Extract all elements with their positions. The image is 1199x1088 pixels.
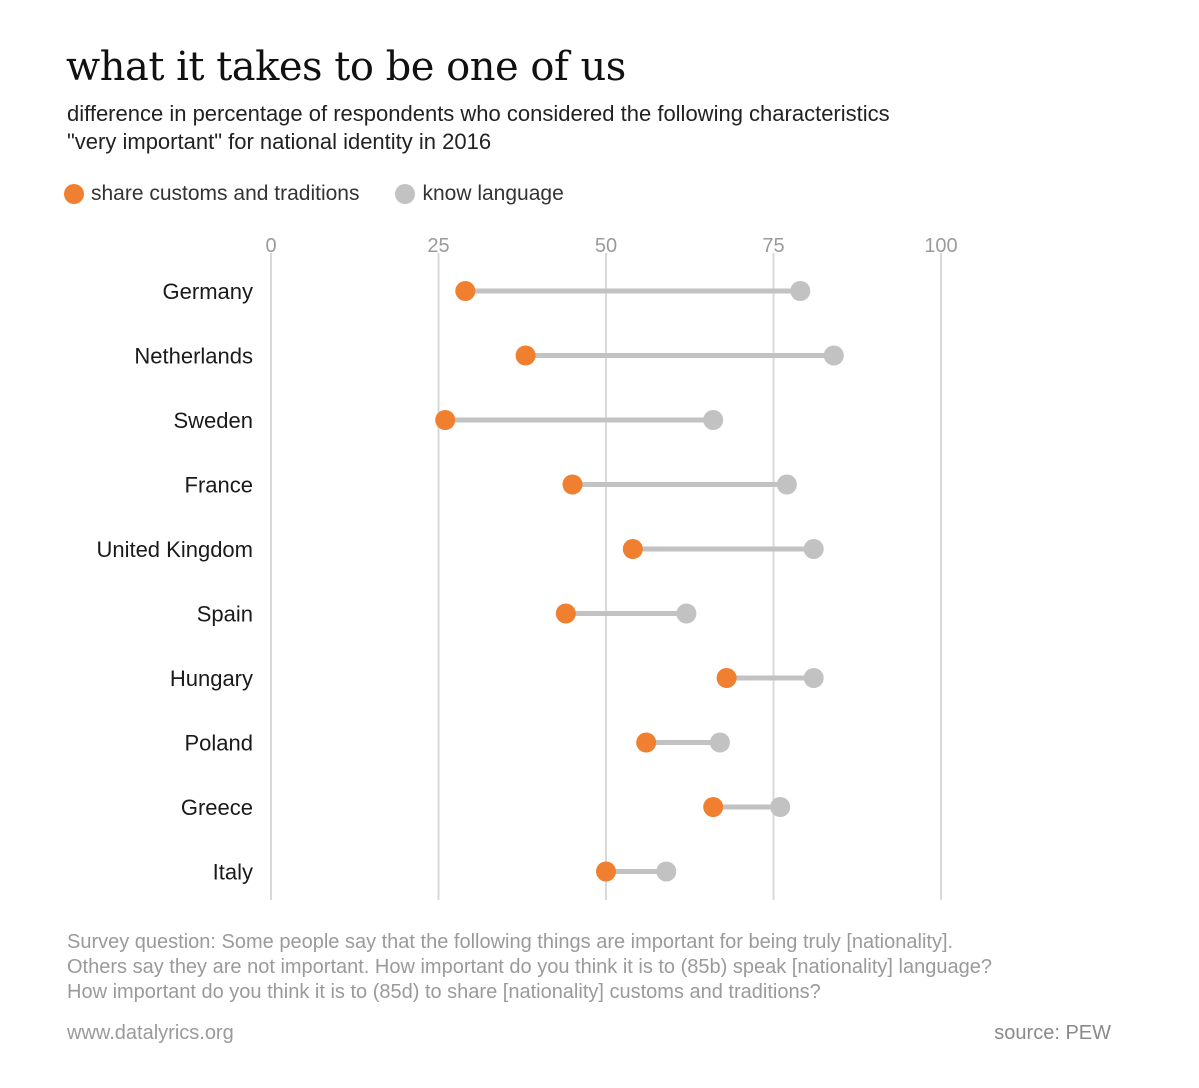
note-line-3: How important do you think it is to (85d… [67, 981, 821, 1003]
point-language-poland [709, 732, 730, 753]
legend-item-language: know language [395, 182, 564, 206]
point-language-sweden [703, 410, 724, 430]
subtitle-line-2: "very important" for national identity i… [67, 129, 492, 154]
category-label-netherlands: Netherlands [134, 344, 253, 369]
point-language-france [776, 474, 797, 495]
category-label-spain: Spain [197, 602, 253, 627]
chart-subtitle: difference in percentage of respondents … [67, 100, 1147, 156]
category-label-italy: Italy [213, 860, 253, 885]
legend-item-customs: share customs and traditions [64, 182, 359, 206]
point-language-united-kingdom [803, 539, 824, 559]
note-line-2: Others say they are not important. How i… [67, 956, 992, 978]
x-tick-label-0: 0 [265, 235, 276, 257]
chart-title: what it takes to be one of us [66, 44, 626, 90]
website-credit: www.datalyrics.org [67, 1022, 234, 1044]
point-language-greece [770, 797, 791, 817]
legend-swatch-language [395, 184, 416, 204]
point-customs-netherlands [515, 345, 536, 366]
category-label-germany: Germany [163, 279, 253, 304]
source-credit: source: PEW [994, 1022, 1111, 1044]
point-customs-germany [455, 281, 476, 301]
dumbbell-chart: 0 25 50 75 100 Germany Netherlands Sweden France… [96, 235, 958, 900]
category-label-poland: Poland [184, 731, 253, 756]
point-customs-italy [596, 861, 616, 882]
point-customs-united-kingdom [622, 539, 643, 559]
point-language-spain [676, 603, 697, 624]
point-language-hungary [803, 668, 824, 688]
point-customs-greece [703, 797, 724, 817]
point-customs-poland [636, 732, 657, 753]
point-language-germany [790, 281, 811, 301]
point-language-netherlands [823, 345, 844, 366]
legend-swatch-customs [64, 184, 84, 204]
x-tick-label-25: 25 [427, 235, 449, 257]
legend-label-language: know language [422, 182, 564, 205]
x-tick-label-75: 75 [762, 235, 784, 257]
note-line-1: Survey question: Some people say that th… [67, 931, 954, 953]
point-language-italy [656, 861, 677, 882]
category-label-sweden: Sweden [173, 408, 253, 433]
subtitle-line-1: difference in percentage of respondents … [67, 101, 890, 126]
x-tick-label-100: 100 [924, 235, 957, 257]
legend: share customs and traditions know langua… [64, 182, 600, 206]
point-customs-france [562, 474, 583, 495]
point-customs-sweden [435, 410, 456, 430]
x-tick-label-50: 50 [595, 235, 617, 257]
category-label-united-kingdom: United Kingdom [96, 537, 253, 562]
category-label-greece: Greece [181, 795, 253, 820]
point-customs-spain [555, 603, 576, 624]
survey-note: Survey question: Some people say that th… [67, 930, 1167, 1005]
legend-label-customs: share customs and traditions [91, 182, 360, 205]
category-label-france: France [185, 473, 253, 498]
point-customs-hungary [716, 668, 737, 688]
category-label-hungary: Hungary [170, 666, 253, 691]
